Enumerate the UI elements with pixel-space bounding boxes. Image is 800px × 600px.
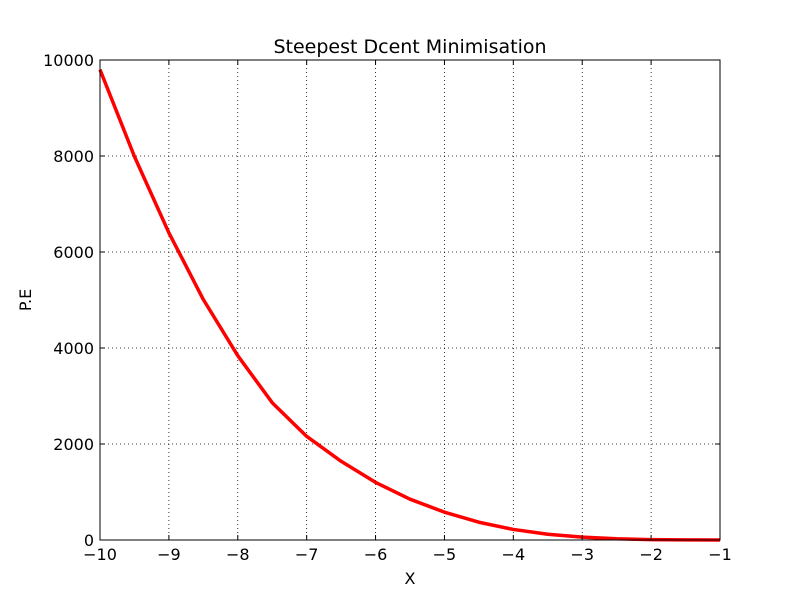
series-layer [98,68,721,542]
plot-frame [99,59,721,541]
grid-lines [100,60,720,540]
series-line [98,68,721,542]
x-tick-labels: −10 −9 −8 −7 −6 −5 −4 −3 −2 −1 [83,545,732,564]
y-tick-label: 10000 [43,51,94,70]
x-tick-label: −2 [639,545,663,564]
plot-area [100,60,720,540]
x-tick-label: −6 [364,545,388,564]
x-tick-label: −5 [433,545,457,564]
y-tick-label: 4000 [53,339,94,358]
y-tick-label: 2000 [53,435,94,454]
y-tick-label: 6000 [53,243,94,262]
x-tick-label: −8 [226,545,250,564]
chart-title: Steepest Dcent Minimisation [273,36,546,58]
x-tick-label: −10 [83,545,117,564]
x-tick-label: −3 [570,545,594,564]
x-tick-label: −4 [502,545,526,564]
x-tick-label: −9 [157,545,181,564]
x-tick-label: −7 [295,545,319,564]
y-tick-label: 8000 [53,147,94,166]
y-tick-labels: 0 2000 4000 6000 8000 10000 [43,51,94,550]
y-tick-label: 0 [84,531,94,550]
x-tick-label: −1 [708,545,732,564]
tick-marks [99,59,721,541]
x-axis-title: X [405,569,416,588]
y-axis-title: P.E [16,289,35,311]
